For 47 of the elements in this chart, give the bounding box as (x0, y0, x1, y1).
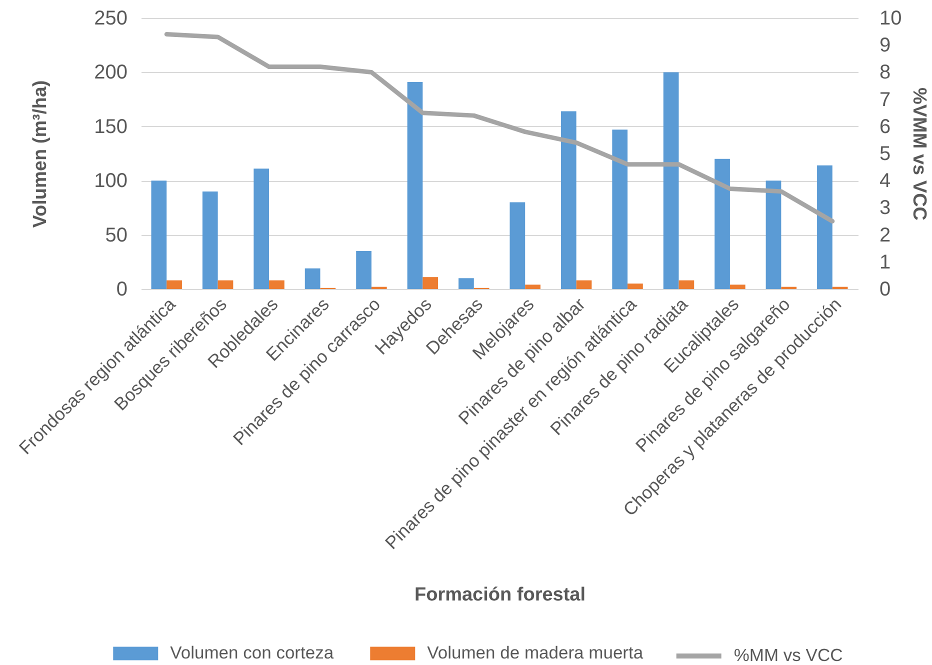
legend-label: Volumen de madera muerta (427, 642, 644, 662)
bar (560, 111, 576, 289)
line-series (164, 32, 835, 224)
y-tick-label: 0 (116, 278, 128, 300)
bar (151, 180, 167, 289)
bar (612, 130, 628, 289)
bar (202, 191, 218, 289)
bar (714, 158, 730, 289)
bar (730, 284, 746, 289)
bar (628, 284, 643, 289)
bar (663, 72, 679, 289)
legend-label: %MM vs VCC (734, 645, 843, 665)
bar (678, 280, 694, 289)
y2-tick-label: 9 (880, 34, 891, 57)
bar (817, 165, 832, 289)
bar (422, 277, 438, 289)
bar (166, 280, 182, 289)
y-tick-label: 100 (94, 170, 128, 192)
y-tick-label: 50 (105, 224, 128, 246)
bar (254, 168, 270, 289)
y2-tick-label: 5 (880, 143, 891, 165)
y-tick-label: 250 (94, 8, 128, 30)
y-axis-title: Volumen (m³/ha) (30, 80, 52, 228)
y2-tick-label: 3 (880, 197, 891, 220)
y2-tick-label: 2 (880, 224, 891, 246)
bar (356, 251, 372, 289)
y2-tick-label: 0 (880, 278, 891, 300)
bar (218, 280, 234, 289)
bar (269, 280, 284, 289)
bar (510, 202, 526, 289)
bar (407, 82, 423, 289)
bar (766, 180, 782, 289)
y2-axis-title: %VMM vs VCC (908, 87, 930, 221)
y2-tick-label: 7 (880, 88, 891, 111)
y2-tick-label: 10 (880, 8, 902, 30)
bar (304, 268, 320, 289)
y2-tick-label: 1 (880, 251, 891, 274)
x-axis-title: Formación forestal (414, 584, 586, 606)
y2-tick-label: 8 (880, 62, 891, 84)
y-tick-label: 200 (94, 62, 128, 84)
bar (458, 278, 474, 289)
y-tick-label: 150 (94, 116, 128, 138)
y2-tick-label: 4 (880, 170, 891, 192)
bar (525, 284, 540, 289)
legend-label: Volumen con corteza (170, 642, 334, 662)
bar (576, 280, 592, 289)
y2-tick-label: 6 (880, 116, 891, 138)
